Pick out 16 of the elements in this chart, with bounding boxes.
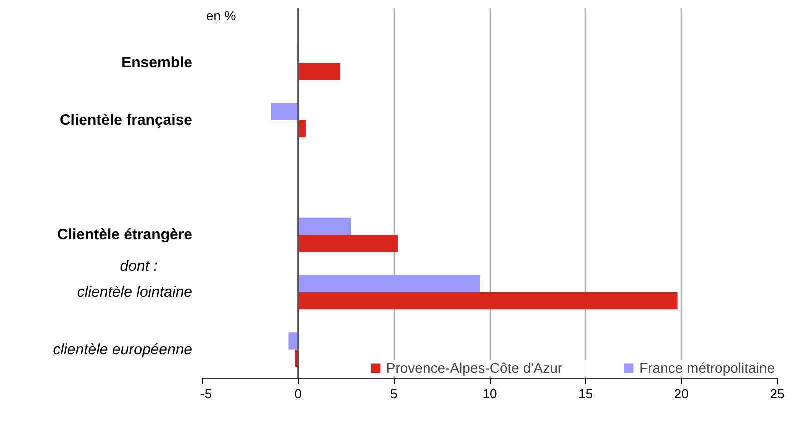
legend-label: Provence-Alpes-Côte d'Azur: [386, 360, 563, 376]
x-axis-title: en %: [206, 8, 237, 24]
y-tick-label: Clientèle étrangère: [57, 226, 193, 244]
x-tick-label: 15: [578, 386, 594, 402]
legend-label: France métropolitaine: [640, 360, 775, 376]
y-tick-label: clientèle européenne: [53, 341, 193, 358]
text: dont :: [120, 258, 158, 276]
x-tick-label: 25: [770, 386, 785, 402]
x-tick-label: -5: [200, 386, 212, 402]
x-tick-label: 20: [674, 386, 689, 402]
x-tick-label: 5: [390, 386, 398, 402]
x-tick-label: 10: [482, 386, 498, 402]
y-tick-label: clientèle lointaine: [77, 284, 192, 301]
y-tick-label: Ensemble: [122, 54, 193, 72]
y-tick-label: Clientèle française: [60, 112, 192, 129]
x-tick-label: 0: [294, 386, 302, 402]
